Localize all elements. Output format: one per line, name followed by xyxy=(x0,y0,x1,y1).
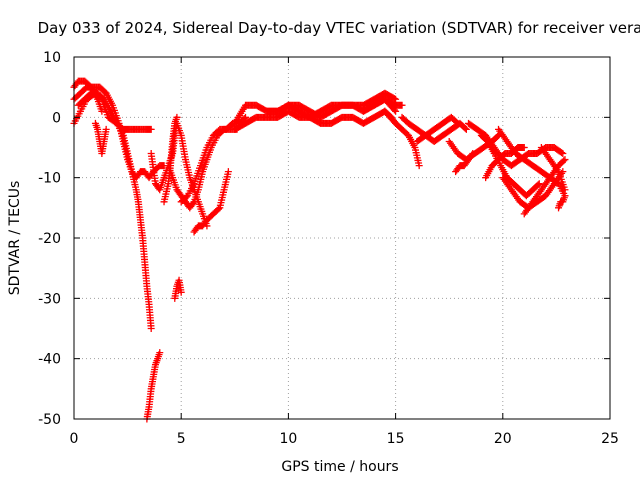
series-track-07 xyxy=(147,119,211,230)
data-point xyxy=(558,149,566,157)
series-track-05 xyxy=(91,119,110,158)
chart-title: Day 033 of 2024, Sidereal Day-to-day VTE… xyxy=(38,19,640,37)
x-tick-label: 25 xyxy=(601,431,619,447)
data-point xyxy=(147,125,155,133)
x-tick-label: 10 xyxy=(279,431,297,447)
data-point xyxy=(102,125,110,133)
series-track-10 xyxy=(171,276,185,302)
data-point xyxy=(561,186,569,194)
data-point xyxy=(560,157,568,165)
series-track-28 xyxy=(555,192,569,212)
x-tick-label: 15 xyxy=(387,431,405,447)
series-track-21 xyxy=(452,150,477,176)
y-axis-title: SDTVAR / TECUs xyxy=(7,181,23,296)
data-point xyxy=(415,162,423,170)
data-point xyxy=(390,95,398,103)
x-tick-label: 0 xyxy=(70,431,79,447)
series-track-15 xyxy=(263,89,400,121)
data-point xyxy=(462,125,470,133)
data-point xyxy=(468,151,476,159)
data-point xyxy=(454,119,462,127)
data-point xyxy=(98,107,106,115)
data-point xyxy=(189,199,197,207)
data-point xyxy=(452,118,460,126)
data-point xyxy=(182,193,190,201)
series-track-29 xyxy=(482,144,528,182)
series-track-18 xyxy=(398,113,470,145)
y-tick-label: 0 xyxy=(52,110,61,126)
data-points xyxy=(70,77,569,423)
data-point xyxy=(559,150,567,158)
y-tick-label: -10 xyxy=(38,171,61,187)
data-point xyxy=(177,288,185,296)
y-tick-label: 10 xyxy=(43,50,61,66)
data-point xyxy=(215,205,223,213)
y-tick-label: -20 xyxy=(38,231,61,247)
series-track-04 xyxy=(74,89,155,332)
x-tick-label: 20 xyxy=(494,431,512,447)
y-tick-label: -30 xyxy=(38,291,61,307)
data-point xyxy=(561,156,569,164)
series-track-16 xyxy=(359,95,406,115)
data-point xyxy=(520,144,528,151)
series-track-11 xyxy=(190,168,232,236)
series-track-23 xyxy=(477,131,543,200)
series-track-06 xyxy=(143,349,164,423)
data-point xyxy=(535,180,543,188)
data-point xyxy=(147,325,155,332)
x-tick-label: 5 xyxy=(177,431,186,447)
x-axis-title: GPS time / hours xyxy=(281,459,398,475)
data-point xyxy=(242,113,250,121)
data-point xyxy=(469,150,477,158)
series-track-27 xyxy=(537,144,569,194)
data-point xyxy=(461,124,469,132)
data-point xyxy=(224,168,232,176)
y-tick-label: -50 xyxy=(38,412,61,428)
data-point xyxy=(156,349,164,357)
data-point xyxy=(392,95,400,103)
data-point xyxy=(493,132,501,140)
data-point xyxy=(534,181,542,189)
axis-ticks: 0 5 10 15 20 25 -50 -40 -30 -20 -10 0 10 xyxy=(38,50,619,447)
series-track-19 xyxy=(413,113,462,145)
data-point xyxy=(398,101,406,109)
data-point xyxy=(173,113,181,121)
series-track-26 xyxy=(520,156,569,218)
y-tick-label: -40 xyxy=(38,352,61,368)
data-point xyxy=(392,107,400,115)
data-point xyxy=(561,192,569,200)
